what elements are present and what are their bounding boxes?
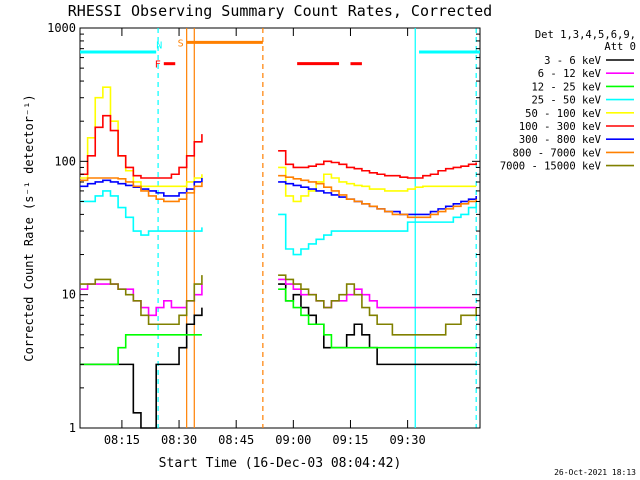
x-tick-label-2: 08:45: [218, 433, 254, 447]
plot-frame: [79, 27, 481, 429]
legend-header-1: Att 0: [604, 41, 636, 53]
legend-label-1: 6 - 12 keV: [538, 68, 602, 80]
y-tick-label-0: 1: [69, 421, 76, 435]
annotation-bars: S FN: [80, 38, 480, 71]
series-line-2: [80, 288, 477, 366]
x-tick-label-4: 09:15: [332, 433, 368, 447]
axes-ticks: 08:15 08:30 08:45 09:00 09:15 09:30 1 10 100 1000: [47, 21, 480, 447]
legend-label-4: 50 - 100 keV: [525, 108, 602, 120]
series-line-7: [80, 174, 477, 219]
footer-date: 26-Oct-2021 18:13: [554, 468, 636, 477]
series-line-3: [80, 190, 477, 256]
legend-header-0: Det 1,3,4,5,6,9,: [535, 29, 636, 41]
x-tick-label-3: 09:00: [275, 433, 311, 447]
y-tick-label-2: 100: [54, 154, 76, 168]
legend-label-3: 25 - 50 keV: [531, 95, 601, 107]
y-tick-label-3: 1000: [47, 21, 76, 35]
series-line-5: [80, 114, 477, 179]
annotation-label-6: N: [156, 41, 162, 52]
legend-label-6: 300 - 800 keV: [519, 134, 602, 146]
legend-label-0: 3 - 6 keV: [544, 55, 602, 67]
x-tick-label-5: 09:30: [390, 433, 426, 447]
x-tick-label-1: 08:30: [161, 433, 197, 447]
legend-label-7: 800 - 7000 keV: [512, 147, 601, 159]
chart-title: RHESSI Observing Summary Count Rates, Co…: [68, 2, 492, 20]
legend-label-5: 100 - 300 keV: [519, 121, 602, 133]
series-line-8: [80, 274, 477, 336]
event-marker-lines: [157, 28, 477, 428]
legend-label-8: 7000 - 15000 keV: [500, 161, 602, 173]
series-lines: [80, 86, 477, 429]
annotation-label-3: F: [155, 60, 161, 71]
y-tick-label-1: 10: [62, 288, 76, 302]
legend-label-2: 12 - 25 keV: [531, 81, 601, 93]
annotation-label-2: S: [178, 38, 184, 49]
y-axis-label: Corrected Count Rate (s⁻¹ detector⁻¹): [22, 94, 36, 361]
x-tick-label-0: 08:15: [104, 433, 140, 447]
x-axis-label: Start Time (16-Dec-03 08:04:42): [159, 456, 402, 471]
